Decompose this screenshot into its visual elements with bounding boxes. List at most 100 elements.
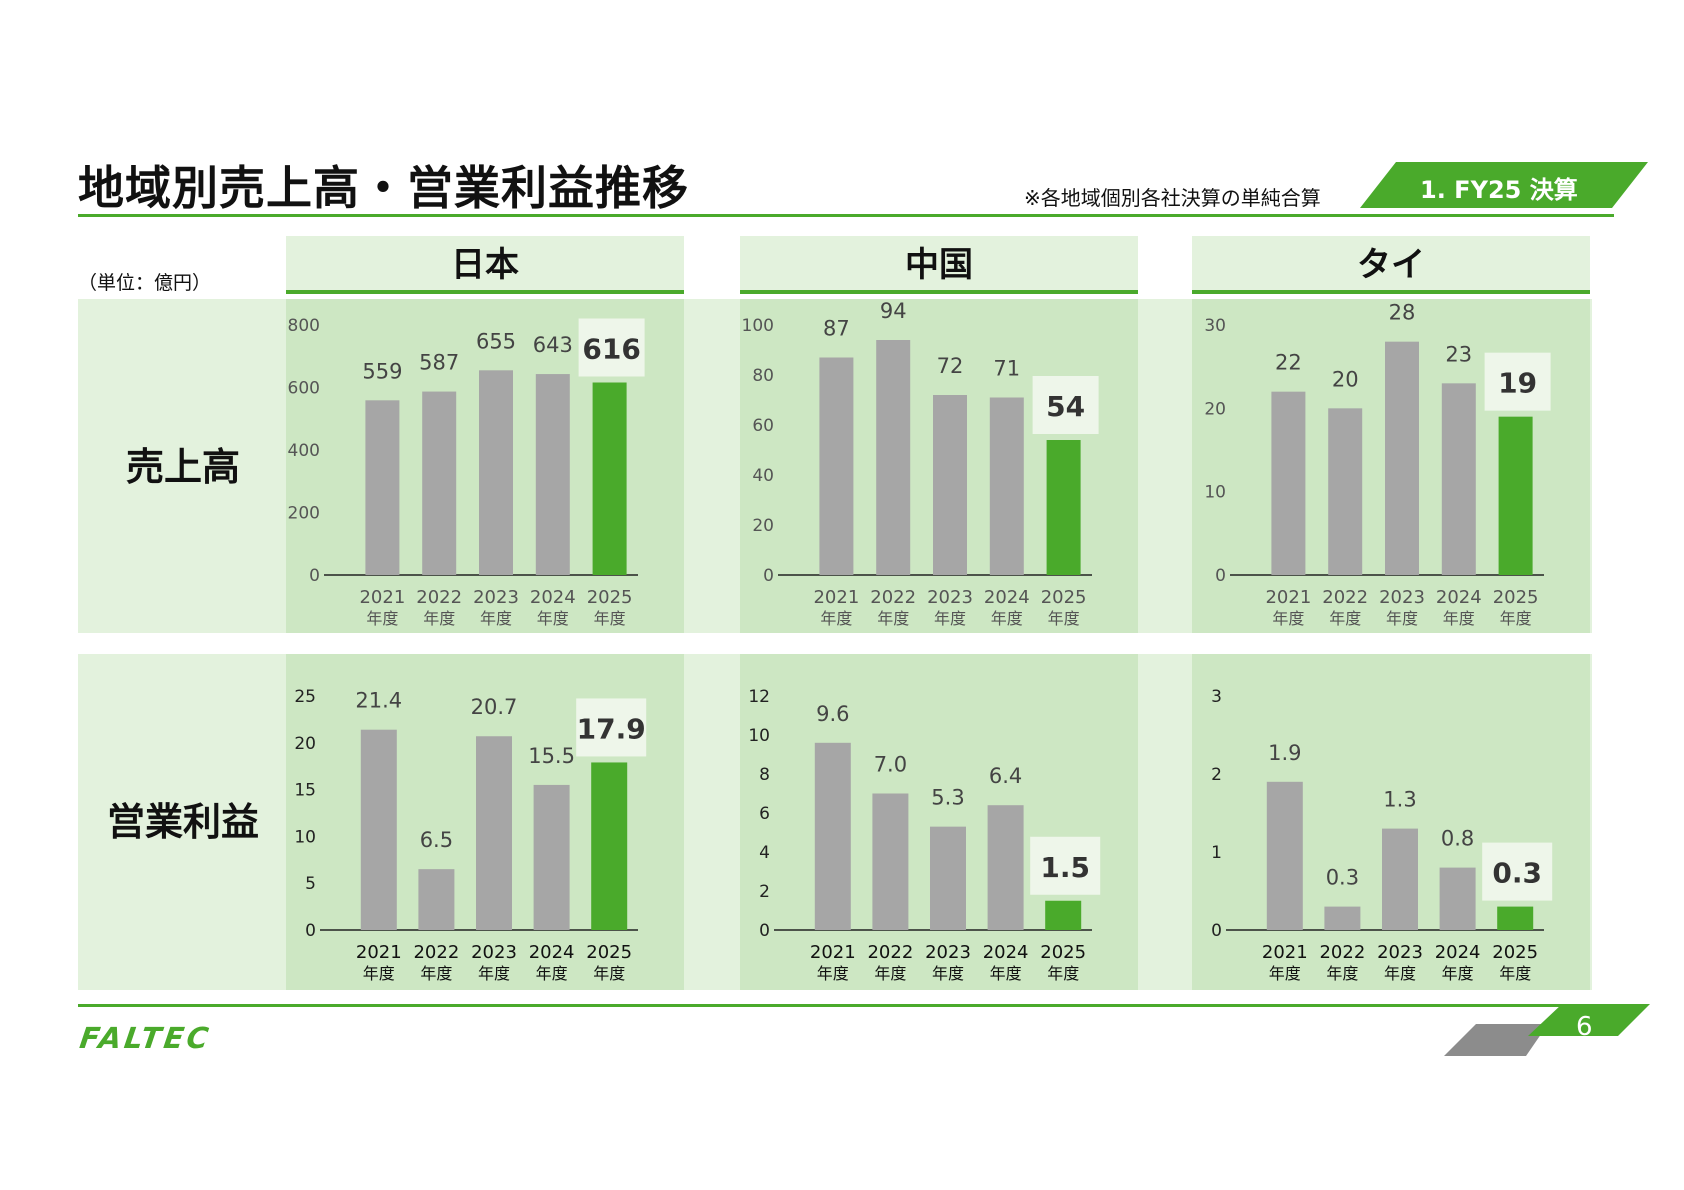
- x-tick-label: 2021: [810, 942, 856, 963]
- chart-japan-sales: 02004006008005592021年度5872022年度6552023年度…: [288, 316, 645, 628]
- unit-label: （単位：億円）: [78, 272, 212, 294]
- section-tag: 1. FY25 決算: [1360, 162, 1648, 208]
- y-tick-label: 4: [759, 843, 770, 863]
- region-header-bg-china: [740, 236, 1138, 294]
- y-tick-label: 1: [1211, 843, 1222, 863]
- x-tick-label: 年度: [593, 964, 625, 983]
- x-tick-label: 2023: [1379, 587, 1425, 608]
- x-tick-label: 年度: [363, 964, 395, 983]
- y-tick-label: 800: [288, 316, 320, 336]
- x-tick-label: 2021: [359, 587, 405, 608]
- x-tick-label: 2025: [1040, 942, 1086, 963]
- bar: [1266, 781, 1303, 930]
- x-tick-label: 年度: [1384, 964, 1416, 983]
- value-label: 71: [993, 357, 1020, 381]
- page-number-badge: 6: [1444, 1004, 1656, 1058]
- value-label: 15.5: [528, 744, 575, 768]
- x-tick-label: 年度: [536, 964, 568, 983]
- y-tick-label: 0: [763, 566, 774, 586]
- y-tick-label: 30: [1204, 316, 1226, 336]
- x-tick-label: 年度: [1326, 964, 1358, 983]
- value-label: 20.7: [471, 695, 518, 719]
- bar: [1324, 906, 1361, 930]
- x-tick-label: 2024: [1436, 587, 1482, 608]
- bar: [930, 826, 966, 930]
- bar-highlight: [1497, 906, 1534, 930]
- bar: [987, 805, 1024, 930]
- y-tick-label: 20: [294, 734, 316, 754]
- bar-highlight: [1046, 440, 1081, 575]
- x-tick-label: 年度: [594, 609, 626, 628]
- y-tick-label: 12: [748, 687, 770, 707]
- x-tick-label: 年度: [1272, 609, 1304, 628]
- y-tick-label: 100: [742, 316, 774, 336]
- value-label: 1.9: [1268, 741, 1301, 765]
- bar: [1439, 867, 1476, 930]
- bar: [1382, 828, 1418, 930]
- x-tick-label: 2025: [587, 587, 633, 608]
- value-label: 1.5: [1040, 851, 1090, 884]
- x-tick-label: 2025: [1493, 587, 1539, 608]
- value-label: 87: [823, 317, 850, 341]
- x-tick-label: 2022: [416, 587, 462, 608]
- bar: [1271, 391, 1306, 575]
- x-tick-label: 年度: [366, 609, 398, 628]
- x-tick-label: 2021: [356, 942, 402, 963]
- x-tick-label: 年度: [1386, 609, 1418, 628]
- bar: [819, 357, 854, 575]
- x-tick-label: 2022: [870, 587, 916, 608]
- y-tick-label: 0: [1211, 921, 1222, 941]
- x-tick-label: 年度: [1442, 964, 1474, 983]
- bar-highlight: [591, 762, 628, 930]
- value-label: 6.4: [989, 764, 1022, 788]
- region-header-bg-thailand: [1192, 236, 1590, 294]
- value-label: 28: [1389, 301, 1416, 325]
- title-divider: [78, 214, 1614, 217]
- bar: [872, 793, 909, 930]
- bar: [533, 784, 570, 930]
- x-tick-label: 2024: [984, 587, 1030, 608]
- bar-highlight: [1045, 900, 1082, 930]
- x-tick-label: 2023: [473, 587, 519, 608]
- value-label: 643: [533, 333, 573, 357]
- value-label: 54: [1046, 390, 1085, 423]
- bar: [476, 736, 512, 930]
- x-tick-label: 年度: [420, 964, 452, 983]
- y-tick-label: 25: [294, 687, 316, 707]
- x-tick-label: 2021: [1265, 587, 1311, 608]
- x-tick-label: 年度: [877, 609, 909, 628]
- bar: [360, 729, 397, 930]
- y-tick-label: 2: [1211, 765, 1222, 785]
- x-tick-label: 2022: [1322, 587, 1368, 608]
- logo-text: FALTEC: [77, 1021, 214, 1055]
- bar: [479, 370, 513, 575]
- x-tick-label: 2022: [413, 942, 459, 963]
- value-label: 655: [476, 329, 516, 353]
- x-tick-label: 年度: [991, 609, 1023, 628]
- page-number: 6: [1576, 1012, 1593, 1042]
- value-label: 587: [419, 351, 459, 375]
- x-tick-label: 年度: [932, 964, 964, 983]
- value-label: 559: [362, 359, 402, 383]
- chart-thailand-profit: 01231.92021年度0.32022年度1.32023年度0.82024年度…: [1211, 687, 1553, 983]
- region-header-bg-japan: [286, 236, 684, 294]
- x-tick-label: 年度: [1500, 609, 1532, 628]
- y-tick-label: 10: [294, 827, 316, 847]
- section-tag-label: 1. FY25 決算: [1420, 176, 1578, 204]
- y-tick-label: 10: [1204, 483, 1226, 503]
- y-tick-label: 20: [1204, 399, 1226, 419]
- bar-highlight: [592, 382, 627, 575]
- region-header-thailand: タイ: [1192, 236, 1590, 294]
- x-tick-label: 2024: [529, 942, 575, 963]
- value-label: 616: [582, 333, 640, 366]
- company-logo: FALTEC: [78, 1021, 254, 1055]
- bar: [1328, 408, 1363, 575]
- y-tick-label: 6: [759, 804, 770, 824]
- value-label-box: [1030, 836, 1101, 895]
- page-number-shape: [1444, 1004, 1650, 1056]
- x-tick-label: 2022: [1319, 942, 1365, 963]
- bar: [933, 395, 967, 575]
- value-label: 20: [1332, 367, 1359, 391]
- x-tick-label: 2022: [867, 942, 913, 963]
- x-tick-label: 年度: [934, 609, 966, 628]
